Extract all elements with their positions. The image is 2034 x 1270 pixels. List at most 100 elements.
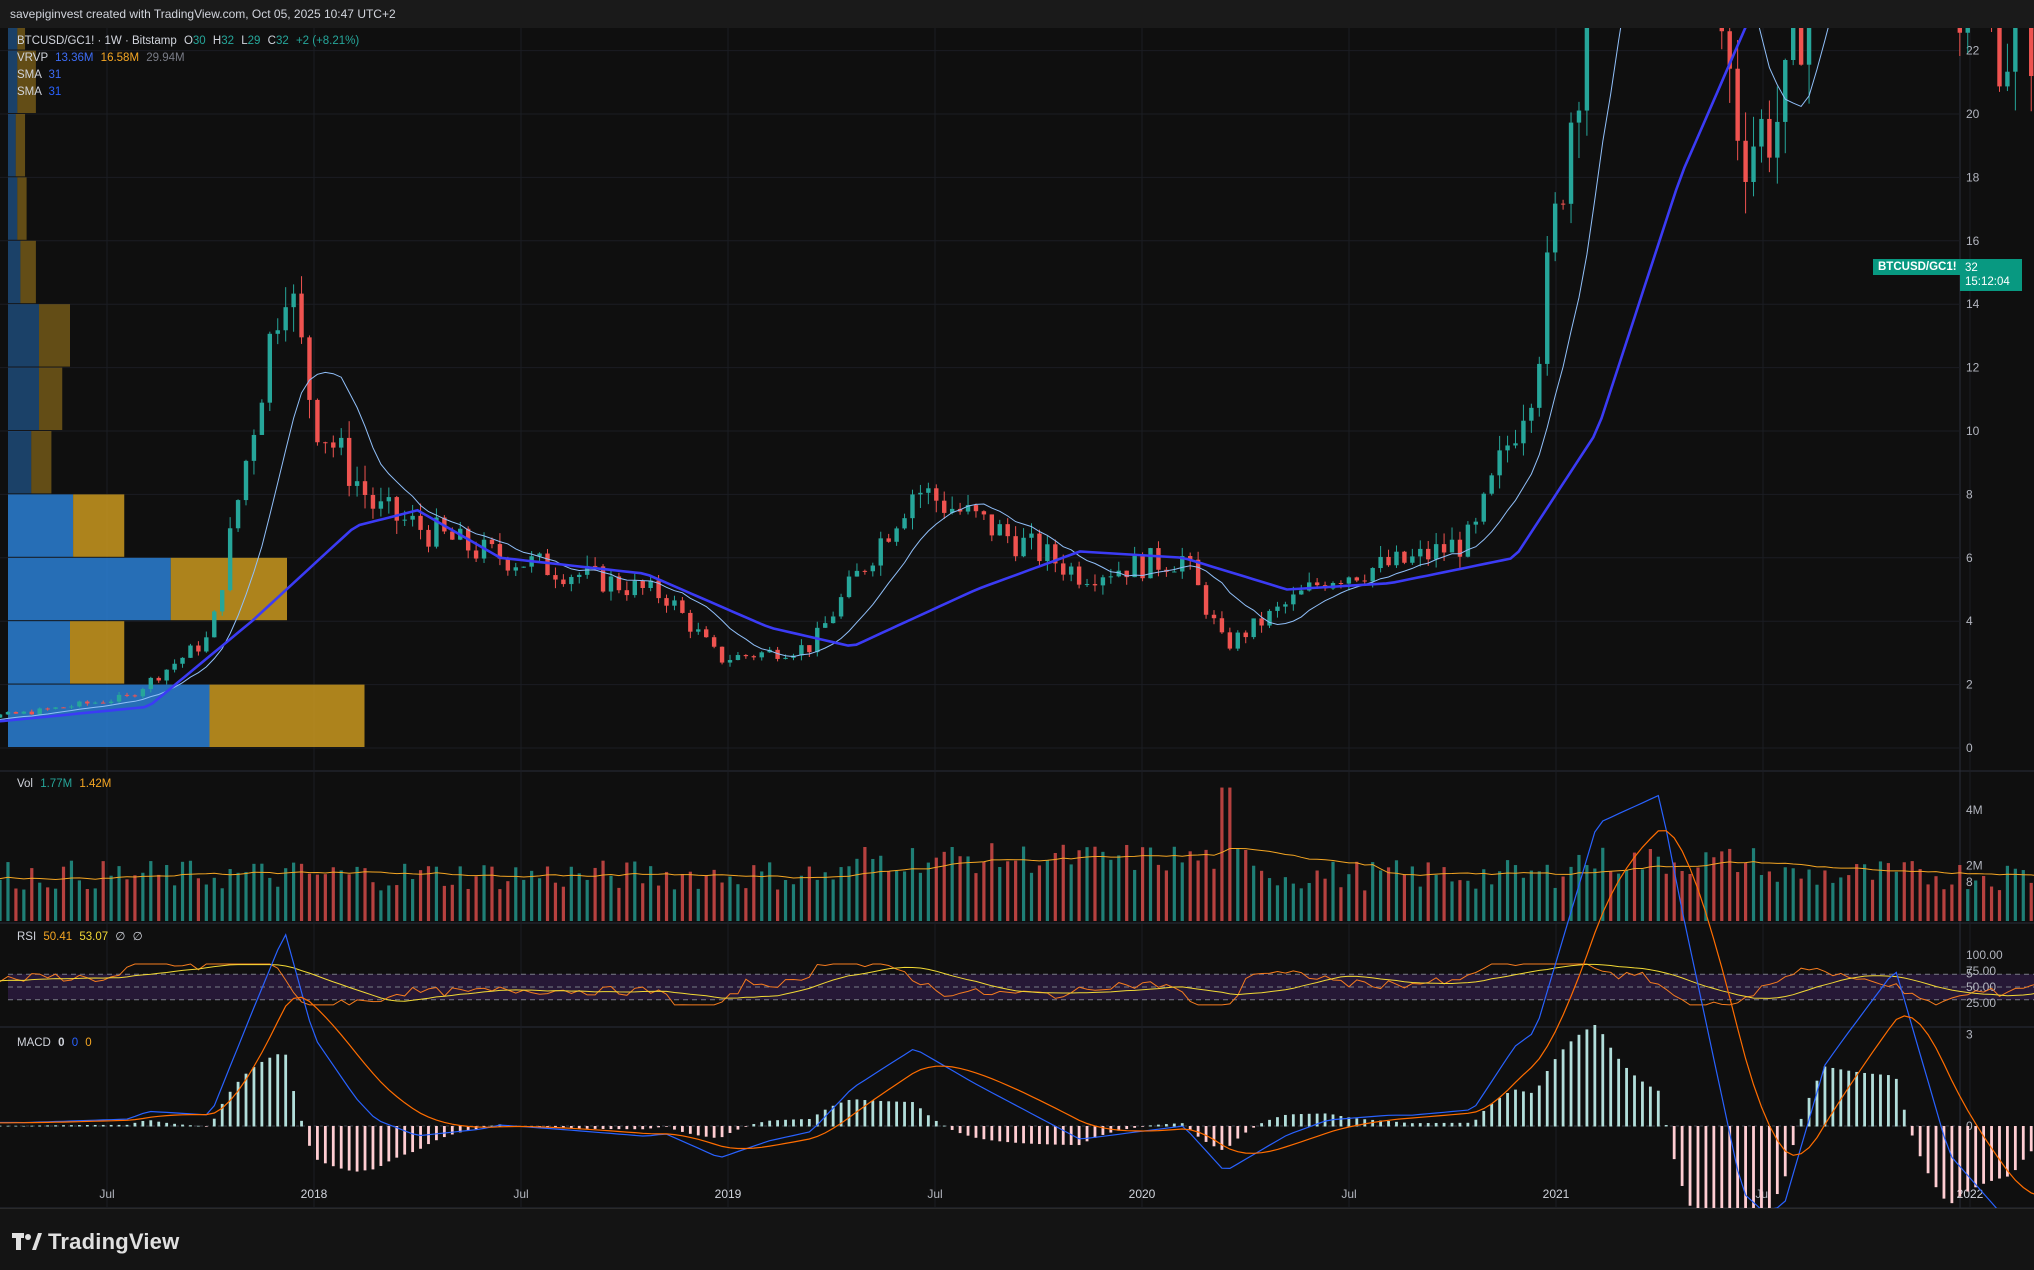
volume-bar xyxy=(1228,787,1232,921)
candle-body xyxy=(100,702,106,704)
candle-body xyxy=(196,645,201,652)
macd-histogram-bar xyxy=(688,1126,692,1134)
volume-bar xyxy=(339,870,343,921)
volume-bar xyxy=(1077,850,1081,921)
candle-body xyxy=(1433,544,1439,560)
vrvp-legend[interactable]: VRVP 13.36M 16.58M 29.94M xyxy=(17,52,185,64)
macd-histogram-bar xyxy=(1022,1126,1025,1144)
volume-bar xyxy=(736,884,740,921)
macd-histogram-bar xyxy=(85,1125,89,1127)
volume-bar xyxy=(1688,873,1692,921)
volume-legend[interactable]: Vol 1.77M 1.42M xyxy=(17,778,111,790)
volume-bar xyxy=(1331,861,1335,921)
macd-histogram-bar xyxy=(609,1126,613,1130)
volume-bar xyxy=(1950,884,1954,921)
candle-body xyxy=(561,579,566,585)
candle-body xyxy=(949,508,955,513)
volume-bar xyxy=(601,860,605,921)
volume-bar xyxy=(1680,871,1684,921)
macd-histogram-bar xyxy=(450,1126,454,1135)
volume-bar xyxy=(585,879,589,921)
chart-svg[interactable]: Jul2018Jul2019Jul2020Jul2021Jul2022Jul20… xyxy=(0,28,2034,1208)
volume-bar xyxy=(744,888,748,921)
sma2-legend[interactable]: SMA 31 xyxy=(17,86,61,98)
macd-histogram-bar xyxy=(331,1126,335,1167)
macd-histogram-bar xyxy=(1545,1071,1549,1127)
volume-bar xyxy=(1759,874,1764,921)
candle-body xyxy=(1790,28,1796,61)
macd-histogram-bar xyxy=(1403,1122,1406,1127)
candle-body xyxy=(1568,122,1574,204)
macd-histogram-bar xyxy=(1704,1126,1708,1208)
volume-bar xyxy=(204,884,208,921)
sma-short-line xyxy=(0,28,1829,721)
volume-bar xyxy=(2021,870,2025,921)
rsi-legend[interactable]: RSI 50.41 53.07 ∅ ∅ xyxy=(17,929,143,943)
vrvp-up-bar xyxy=(8,28,18,50)
time-tick-label: Jul xyxy=(927,1187,942,1201)
candle-body xyxy=(283,307,288,331)
candle-body xyxy=(1029,533,1034,538)
vrvp-up-bar xyxy=(8,684,210,747)
macd-histogram-bar xyxy=(220,1103,224,1127)
price-tick-label: 6 xyxy=(1966,551,1973,565)
vrvp-up-bar xyxy=(8,304,39,367)
macd-histogram-bar xyxy=(1617,1058,1621,1127)
vrvp-up-bar xyxy=(8,177,18,240)
volume-bar xyxy=(1355,861,1359,921)
candle-body xyxy=(751,656,757,658)
volume-bar xyxy=(974,873,978,921)
volume-bar xyxy=(1490,884,1494,921)
macd-histogram-bar xyxy=(1887,1075,1890,1127)
candle-body xyxy=(838,597,844,617)
macd-histogram-bar xyxy=(1966,1126,1970,1192)
candle-body xyxy=(1180,556,1185,572)
open-label: O xyxy=(183,35,193,47)
candle-body xyxy=(1140,554,1145,579)
vrvp-up-bar xyxy=(8,240,21,304)
macd-legend[interactable]: MACD 0 0 0 xyxy=(17,1037,92,1049)
macd-histogram-bar xyxy=(1871,1073,1874,1127)
macd-histogram-bar xyxy=(1847,1070,1851,1127)
volume-bar xyxy=(1204,849,1208,921)
macd-histogram-bar xyxy=(1799,1118,1803,1127)
sma1-legend[interactable]: SMA 31 xyxy=(17,69,61,81)
chart-area[interactable]: Jul2018Jul2019Jul2020Jul2021Jul2022Jul20… xyxy=(0,28,2034,1208)
volume-bar xyxy=(53,888,58,921)
macd-histogram-bar xyxy=(601,1126,605,1129)
volume-bar xyxy=(633,861,637,921)
tradingview-logo[interactable]: TradingView xyxy=(12,1229,179,1255)
candle-body xyxy=(1132,554,1137,578)
macd-histogram-bar xyxy=(1149,1125,1152,1127)
macd-histogram-bar xyxy=(308,1126,311,1146)
macd-histogram-bar xyxy=(744,1126,748,1127)
macd-histogram-bar xyxy=(300,1120,303,1127)
volume-bar xyxy=(1029,872,1034,921)
macd-histogram-bar xyxy=(1863,1072,1867,1127)
high-value: 32 xyxy=(221,35,235,47)
volume-bar xyxy=(1291,883,1295,921)
volume-bar xyxy=(918,872,923,921)
volume-bar xyxy=(1180,862,1184,921)
candle-body xyxy=(1045,544,1050,562)
candle-body xyxy=(1116,570,1121,577)
candle-body xyxy=(418,515,423,530)
candle-body xyxy=(608,576,614,592)
volume-bar xyxy=(1188,851,1192,921)
volume-bar xyxy=(188,860,193,921)
macd-histogram-bar xyxy=(1157,1124,1160,1127)
macd-histogram-bar xyxy=(1537,1085,1541,1127)
macd-histogram-bar xyxy=(839,1102,843,1127)
volume-bar xyxy=(109,875,113,921)
candle-body xyxy=(1394,551,1399,566)
candle-body xyxy=(902,518,907,529)
candle-body xyxy=(188,645,193,658)
macd-histogram-bar xyxy=(1006,1126,1010,1143)
macd-histogram-bar xyxy=(1982,1126,1986,1184)
candle-body xyxy=(1227,632,1233,649)
bar-countdown: 15:12:04 xyxy=(1965,276,2010,288)
macd-histogram-bar xyxy=(1458,1122,1462,1127)
current-price-tag: 32 15:12:04 xyxy=(1960,259,2022,291)
volume-bar xyxy=(1902,862,1906,921)
volume-bar xyxy=(1006,861,1010,921)
